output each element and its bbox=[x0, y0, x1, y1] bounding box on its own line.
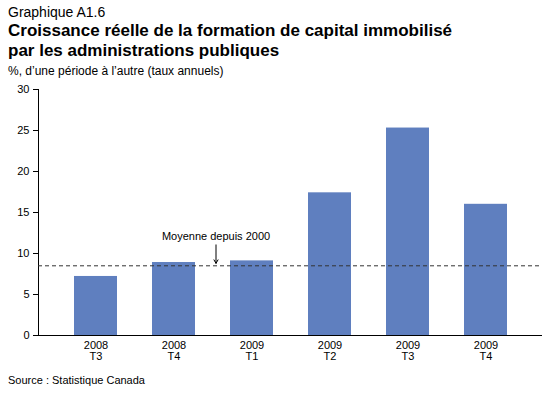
svg-text:10: 10 bbox=[17, 247, 29, 259]
svg-text:2009T3: 2009T3 bbox=[396, 339, 420, 362]
svg-text:2009T2: 2009T2 bbox=[318, 339, 342, 362]
svg-text:20: 20 bbox=[17, 165, 29, 177]
svg-text:15: 15 bbox=[17, 206, 29, 218]
svg-text:0: 0 bbox=[23, 329, 29, 341]
svg-text:2009T4: 2009T4 bbox=[474, 339, 498, 362]
html-text:%, d’une période à l’autre (ta: %, d’une période à l’autre (taux annuels… bbox=[8, 64, 224, 78]
svg-text:2009T1: 2009T1 bbox=[240, 339, 264, 362]
svg-text:Moyenne depuis 2000: Moyenne depuis 2000 bbox=[162, 230, 270, 242]
svg-text:2008T3: 2008T3 bbox=[84, 339, 108, 362]
html-text:Croissance réelle de la format: Croissance réelle de la formation de cap… bbox=[8, 21, 452, 60]
svg-text:5: 5 bbox=[23, 288, 29, 300]
svg-text:30: 30 bbox=[17, 83, 29, 95]
svg-text:25: 25 bbox=[17, 124, 29, 136]
svg-text:2008T4: 2008T4 bbox=[162, 339, 186, 362]
html-text:Source : Statistique Canada: Source : Statistique Canada bbox=[8, 374, 145, 386]
html-text:Graphique A1.6: Graphique A1.6 bbox=[8, 4, 106, 20]
